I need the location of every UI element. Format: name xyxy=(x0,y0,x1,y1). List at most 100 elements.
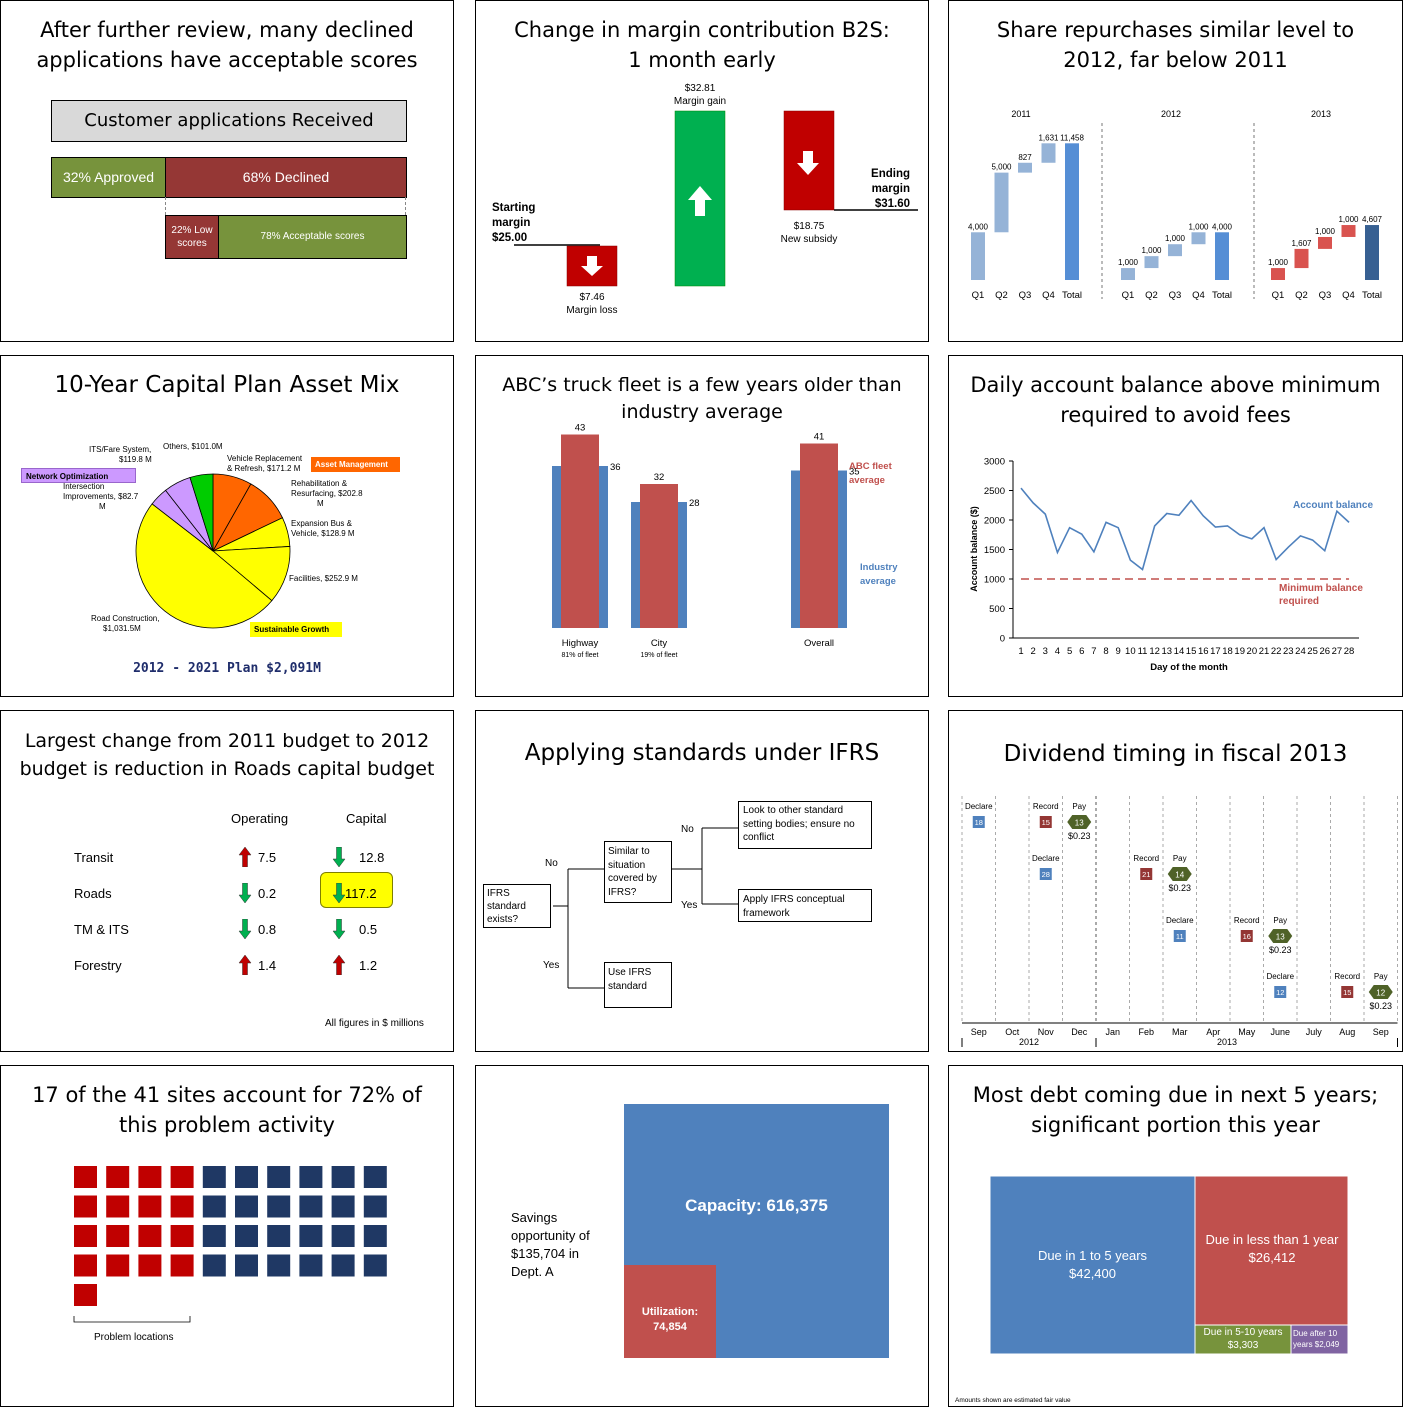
debt-maturity-treemap xyxy=(989,1175,1349,1355)
y-tick-label: 3000 xyxy=(984,457,1005,468)
pay-marker xyxy=(1167,867,1192,881)
panel-title: 17 of the 41 sites account for 72% of th… xyxy=(32,1083,422,1137)
x-tick-label: 7 xyxy=(1091,646,1096,657)
problem-locations-bracket xyxy=(73,1316,191,1323)
arrow-down-icon xyxy=(332,919,346,939)
y-tick-label: 1000 xyxy=(984,575,1005,586)
site-square xyxy=(363,1166,387,1188)
declare-marker xyxy=(1173,930,1186,942)
quarter-tick-label: Q3 xyxy=(1169,290,1182,301)
month-label: June xyxy=(1270,1027,1290,1037)
dashed-guide-left xyxy=(165,197,166,215)
margin-loss-label: $7.46 Margin loss xyxy=(566,292,618,316)
abc-value-label: 43 xyxy=(575,423,586,434)
x-tick-label: 27 xyxy=(1332,646,1343,657)
site-square xyxy=(202,1254,226,1277)
panel-dividend-timing: Dividend timing in fiscal 2013 Sep Oct Nov… xyxy=(948,710,1403,1052)
x-tick-label: 5 xyxy=(1067,646,1072,657)
site-square xyxy=(299,1225,323,1247)
event-day: 16 xyxy=(1243,932,1251,941)
month-label: Apr xyxy=(1206,1027,1220,1037)
edge-label-no: No xyxy=(545,858,558,869)
event-type-label: Record xyxy=(1234,916,1260,925)
apply-framework-node: Apply IFRS conceptual framework xyxy=(738,889,872,922)
problem-site-square xyxy=(74,1166,97,1188)
x-tick-label: 2 xyxy=(1031,646,1036,657)
event-type-label: Record xyxy=(1133,854,1159,863)
x-tick-label: 4 xyxy=(1055,646,1060,657)
problem-locations-caption: Problem locations xyxy=(94,1332,174,1343)
year-label: 2013 xyxy=(1217,1037,1237,1047)
bar-value-label: 1,607 xyxy=(1291,239,1312,248)
dividend-amount: $0.23 xyxy=(1269,945,1292,955)
quarter-tick-label: Total xyxy=(1212,290,1232,301)
panel-budget-changes: Largest change from 2011 budget to 2012 … xyxy=(0,710,454,1052)
industry-average-legend: Industry average xyxy=(860,562,898,587)
panel-ifrs-decision-tree: Applying standards under IFRS IFRS stand… xyxy=(475,710,929,1052)
dashed-guide-right xyxy=(405,197,406,215)
repurchase-bar xyxy=(1168,244,1182,257)
edge-label-yes: Yes xyxy=(543,960,560,971)
debt-1-to-5-label: Due in 1 to 5 years $42,400 xyxy=(1037,1248,1148,1281)
month-label: Sep xyxy=(1373,1027,1389,1037)
panel-account-balance: Daily account balance above minimum requ… xyxy=(948,355,1403,697)
repurchase-bar xyxy=(994,172,1009,233)
problem-site-square xyxy=(106,1254,130,1277)
bar-value-label: 1,000 xyxy=(1165,234,1186,243)
bar-value-label: 827 xyxy=(1018,153,1032,162)
margin-waterfall-chart xyxy=(514,110,918,287)
x-tick-label: 13 xyxy=(1162,646,1173,657)
operating-column-header: Operating xyxy=(231,811,289,826)
abc-value-label: 32 xyxy=(654,472,665,483)
pie-slice-label: Expansion Bus & Vehicle, $128.9 M xyxy=(291,519,355,538)
ifrs-standard-exists-node: IFRS standard exists? xyxy=(483,884,551,928)
pay-day: 12 xyxy=(1376,989,1385,998)
x-tick-label: 10 xyxy=(1125,646,1136,657)
roads-capital-highlight xyxy=(320,872,393,908)
x-tick-label: 20 xyxy=(1247,646,1258,657)
event-day: 12 xyxy=(1276,988,1284,997)
repurchase-bar xyxy=(1215,232,1229,280)
x-tick-label: 11 xyxy=(1138,646,1148,657)
capital-change: 117.2 xyxy=(345,886,377,901)
problem-site-square xyxy=(170,1254,194,1277)
problem-site-square xyxy=(74,1225,97,1247)
row-name: TM & ITS xyxy=(74,922,129,937)
record-marker xyxy=(1140,868,1153,880)
bar-value-label: 1,000 xyxy=(1268,258,1289,267)
panel-title: Largest change from 2011 budget to 2012 … xyxy=(19,730,435,780)
repurchase-bar xyxy=(1294,248,1309,269)
category-label: City xyxy=(651,638,668,649)
dividend-amount: $0.23 xyxy=(1068,831,1091,841)
month-label: May xyxy=(1238,1027,1256,1037)
declined-bar: 68% Declined xyxy=(165,157,407,198)
edge-label-yes: Yes xyxy=(681,900,698,911)
event-type-label: Declare xyxy=(1266,972,1294,981)
site-square xyxy=(331,1225,355,1247)
approved-bar: 32% Approved xyxy=(51,157,166,198)
event-type-label: Pay xyxy=(1173,854,1187,863)
x-tick-label: 8 xyxy=(1103,646,1108,657)
x-tick-label: 28 xyxy=(1344,646,1355,657)
budget-footnote: All figures in $ millions xyxy=(325,1018,424,1029)
repurchase-bar xyxy=(1341,225,1356,237)
quarter-tick-label: Q3 xyxy=(1019,290,1032,301)
minimum-balance-legend: Minimum balance required xyxy=(1279,583,1363,607)
x-tick-label: 18 xyxy=(1222,646,1233,657)
similar-situation-node: Similar to situation covered by IFRS? xyxy=(604,841,672,903)
pie-slice-label: Road Construction, $1,031.5M xyxy=(91,614,159,633)
bar-value-label: 4,607 xyxy=(1362,215,1383,224)
problem-site-square xyxy=(170,1225,194,1247)
low-scores-bar: 22% Low scores xyxy=(165,215,219,259)
capital-change: 0.5 xyxy=(359,922,378,937)
repurchase-bar xyxy=(1121,268,1135,280)
panel-title: Applying standards under IFRS xyxy=(524,740,880,766)
utilization-area xyxy=(624,1265,716,1358)
month-label: Nov xyxy=(1038,1027,1055,1037)
arrow-up-icon xyxy=(332,955,346,975)
panel-margin-contribution: Change in margin contribution B2S: 1 mon… xyxy=(475,0,929,342)
quarter-tick-label: Q4 xyxy=(1192,290,1205,301)
tag-sustainable-growth: Sustainable Growth xyxy=(250,622,342,637)
panel-title: Daily account balance above minimum requ… xyxy=(970,373,1381,427)
